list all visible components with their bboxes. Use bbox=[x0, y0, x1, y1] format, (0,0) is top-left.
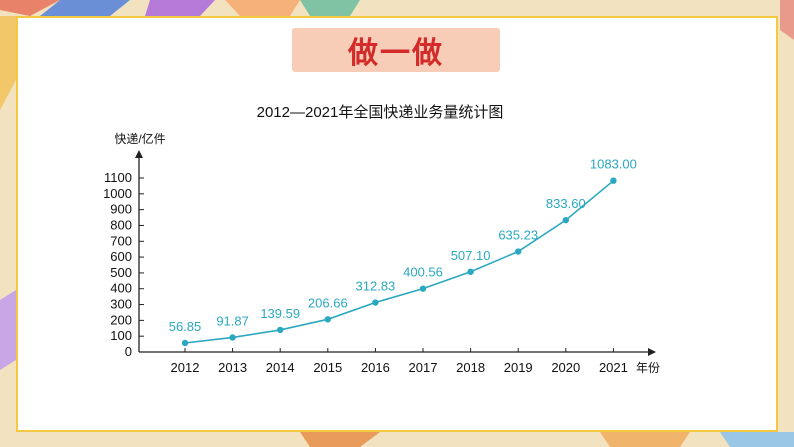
data-point bbox=[372, 299, 379, 306]
x-tick-label: 2012 bbox=[171, 360, 200, 375]
data-label: 400.56 bbox=[403, 265, 443, 280]
y-tick-label: 1100 bbox=[104, 170, 132, 185]
data-label: 56.85 bbox=[169, 319, 202, 334]
x-tick-label: 2020 bbox=[551, 360, 580, 375]
data-point bbox=[610, 177, 617, 184]
data-label: 312.83 bbox=[356, 279, 396, 294]
x-axis-label: 年份 bbox=[636, 361, 660, 375]
data-label: 635.23 bbox=[498, 228, 538, 243]
content-frame bbox=[16, 16, 778, 432]
data-label: 91.87 bbox=[216, 313, 249, 328]
y-axis-arrow bbox=[135, 150, 143, 158]
data-point bbox=[277, 326, 284, 334]
x-tick-label: 2019 bbox=[504, 360, 533, 375]
x-tick-label: 2014 bbox=[266, 360, 295, 375]
y-tick-label: 400 bbox=[110, 281, 132, 296]
y-tick-label: 700 bbox=[110, 233, 132, 248]
data-point bbox=[515, 248, 522, 255]
data-label: 507.10 bbox=[451, 248, 491, 263]
data-point bbox=[562, 216, 569, 224]
data-label: 1083.00 bbox=[590, 157, 637, 172]
banner-title: 做一做 bbox=[348, 36, 444, 71]
x-axis-arrow bbox=[648, 348, 656, 356]
x-tick-label: 2018 bbox=[456, 360, 485, 375]
y-tick-label: 200 bbox=[110, 312, 132, 327]
x-tick-label: 2021 bbox=[599, 360, 628, 375]
y-axis-label: 快递/亿件 bbox=[114, 131, 165, 146]
y-tick-label: 1000 bbox=[103, 186, 132, 201]
y-tick-label: 0 bbox=[125, 344, 132, 359]
x-tick-label: 2013 bbox=[218, 360, 247, 375]
data-point bbox=[229, 334, 236, 341]
data-point bbox=[324, 316, 331, 323]
data-point bbox=[181, 339, 189, 347]
y-tick-label: 500 bbox=[110, 265, 132, 280]
title-banner: 做一做 bbox=[292, 28, 500, 72]
y-tick-label: 800 bbox=[110, 217, 132, 232]
y-tick-label: 300 bbox=[110, 297, 132, 312]
data-point bbox=[467, 268, 474, 275]
data-point bbox=[419, 285, 427, 292]
x-tick-label: 2016 bbox=[361, 360, 390, 375]
data-label: 206.66 bbox=[308, 295, 348, 310]
series-line bbox=[184, 180, 614, 344]
x-tick-label: 2015 bbox=[313, 360, 342, 375]
y-tick-label: 900 bbox=[110, 202, 132, 217]
data-label: 139.59 bbox=[260, 306, 300, 321]
y-tick-label: 600 bbox=[110, 249, 132, 264]
y-tick-label: 100 bbox=[110, 328, 132, 343]
data-label: 833.60 bbox=[546, 196, 586, 211]
x-tick-label: 2017 bbox=[409, 360, 438, 375]
chart-title: 2012—2021年全国快递业务量统计图 bbox=[257, 103, 504, 121]
